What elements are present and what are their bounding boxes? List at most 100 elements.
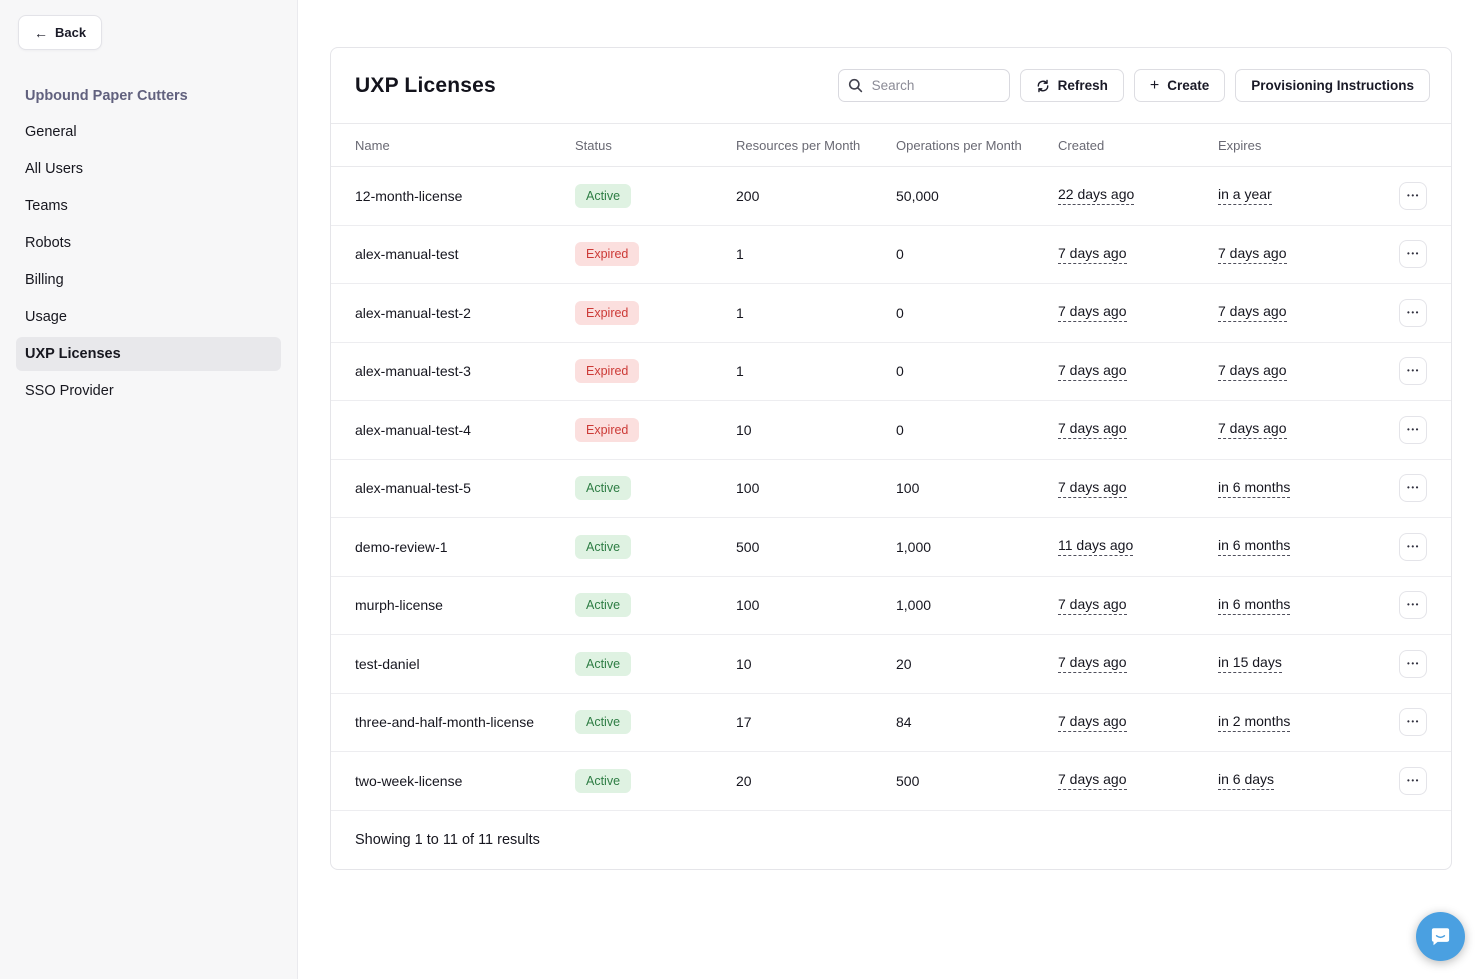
operations-value: 1,000: [896, 538, 932, 555]
operations-value: 20: [896, 655, 912, 672]
resources-value: 1: [736, 246, 744, 263]
licenses-card: UXP Licenses Refresh + Create: [330, 47, 1452, 870]
expires-value[interactable]: 7 days ago: [1218, 303, 1287, 323]
expires-value[interactable]: in 6 months: [1218, 596, 1291, 615]
row-actions-button[interactable]: •••: [1399, 181, 1427, 210]
sidebar-item-uxp-licenses[interactable]: UXP Licenses: [16, 337, 281, 371]
row-actions-button[interactable]: •••: [1399, 298, 1427, 327]
expires-value[interactable]: in 15 days: [1218, 654, 1282, 674]
license-name: two-week-license: [355, 772, 463, 789]
expires-value[interactable]: in 6 days: [1218, 771, 1275, 791]
expires-value[interactable]: 7 days ago: [1218, 245, 1287, 264]
operations-value: 0: [896, 363, 904, 380]
refresh-button[interactable]: Refresh: [1019, 69, 1124, 102]
created-value[interactable]: 7 days ago: [1058, 771, 1127, 791]
column-header-expires: Expires: [1218, 137, 1262, 153]
provisioning-instructions-button[interactable]: Provisioning Instructions: [1235, 69, 1430, 102]
search-icon: [848, 78, 862, 93]
operations-value: 50,000: [896, 187, 939, 204]
license-name: alex-manual-test-4: [355, 421, 471, 438]
row-actions-button[interactable]: •••: [1399, 649, 1427, 678]
chat-launcher-button[interactable]: [1416, 912, 1465, 961]
license-name: 12-month-license: [355, 187, 463, 204]
column-header-name: Name: [355, 137, 390, 153]
results-count-text: Showing 1 to 11 of 11 results: [355, 831, 540, 848]
created-value[interactable]: 7 days ago: [1058, 303, 1127, 323]
status-badge: Active: [575, 593, 632, 618]
license-name: test-daniel: [355, 655, 420, 672]
search-input[interactable]: [837, 69, 1010, 102]
sidebar-item-billing[interactable]: Billing: [25, 272, 64, 288]
created-value[interactable]: 11 days ago: [1058, 537, 1134, 557]
table-header-row: Name Status Resources per Month Operatio…: [331, 123, 1451, 167]
table-row: alex-manual-test-5 Active 100 100 7 days…: [331, 460, 1451, 518]
table-row: alex-manual-test-3 Expired 1 0 7 days ag…: [331, 343, 1451, 401]
license-name: alex-manual-test-5: [355, 480, 471, 497]
license-name: demo-review-1: [355, 538, 448, 555]
created-value[interactable]: 7 days ago: [1058, 713, 1127, 732]
table-footer: Showing 1 to 11 of 11 results: [331, 811, 1451, 869]
header-controls: Refresh + Create Provisioning Instructio…: [837, 69, 1430, 102]
status-badge: Expired: [575, 242, 640, 267]
expires-value[interactable]: in 6 months: [1218, 479, 1291, 498]
column-header-status: Status: [575, 137, 612, 153]
resources-value: 100: [736, 480, 760, 497]
page-title: UXP Licenses: [355, 73, 496, 97]
resources-value: 17: [736, 714, 752, 731]
sidebar-item-usage[interactable]: Usage: [25, 309, 67, 325]
operations-value: 500: [896, 772, 920, 789]
created-value[interactable]: 7 days ago: [1058, 654, 1127, 674]
row-actions-button[interactable]: •••: [1399, 708, 1427, 737]
created-value[interactable]: 7 days ago: [1058, 596, 1127, 615]
row-actions-button[interactable]: •••: [1399, 240, 1427, 269]
column-header-operations: Operations per Month: [896, 137, 1022, 153]
created-value[interactable]: 7 days ago: [1058, 420, 1127, 440]
status-badge: Active: [575, 534, 632, 559]
license-name: alex-manual-test-3: [355, 363, 471, 380]
sidebar-item-teams[interactable]: Teams: [25, 198, 68, 214]
created-value[interactable]: 22 days ago: [1058, 186, 1135, 206]
status-badge: Expired: [575, 359, 640, 384]
row-actions-button[interactable]: •••: [1399, 415, 1427, 444]
status-badge: Expired: [575, 300, 640, 325]
sidebar-item-general[interactable]: General: [25, 124, 77, 140]
created-value[interactable]: 7 days ago: [1058, 362, 1127, 381]
expires-value[interactable]: in a year: [1218, 186, 1272, 206]
row-actions-button[interactable]: •••: [1399, 474, 1427, 503]
row-actions-button[interactable]: •••: [1399, 766, 1427, 795]
refresh-icon: [1037, 79, 1049, 92]
row-actions-button[interactable]: •••: [1399, 357, 1427, 386]
back-arrow-icon: ←: [34, 24, 48, 41]
search-box: [837, 69, 1010, 102]
operations-value: 0: [896, 304, 904, 321]
row-actions-button[interactable]: •••: [1399, 532, 1427, 561]
provisioning-instructions-label: Provisioning Instructions: [1251, 78, 1414, 93]
license-name: murph-license: [355, 597, 443, 614]
back-button[interactable]: ← Back: [18, 15, 103, 50]
create-button[interactable]: + Create: [1133, 69, 1226, 102]
license-name: three-and-half-month-license: [355, 714, 534, 731]
expires-value[interactable]: 7 days ago: [1218, 420, 1287, 440]
created-value[interactable]: 7 days ago: [1058, 479, 1127, 498]
expires-value[interactable]: 7 days ago: [1218, 362, 1287, 381]
operations-value: 100: [896, 480, 920, 497]
row-actions-button[interactable]: •••: [1399, 591, 1427, 620]
sidebar-item-all-users[interactable]: All Users: [25, 161, 84, 177]
table-row: murph-license Active 100 1,000 7 days ag…: [331, 577, 1451, 635]
expires-value[interactable]: in 6 months: [1218, 537, 1291, 557]
table-row: demo-review-1 Active 500 1,000 11 days a…: [331, 518, 1451, 577]
operations-value: 0: [896, 421, 904, 438]
table-row: alex-manual-test Expired 1 0 7 days ago …: [331, 226, 1451, 284]
sidebar-item-robots[interactable]: Robots: [25, 235, 71, 251]
chat-bubble-icon: [1431, 928, 1450, 946]
card-header: UXP Licenses Refresh + Create: [331, 48, 1451, 123]
table-row: test-daniel Active 10 20 7 days ago in 1…: [331, 635, 1451, 694]
sidebar-item-sso-provider[interactable]: SSO Provider: [25, 383, 114, 399]
sidebar-nav: Upbound Paper Cutters General All Users …: [0, 80, 297, 408]
created-value[interactable]: 7 days ago: [1058, 245, 1127, 264]
column-header-created: Created: [1058, 137, 1105, 153]
operations-value: 1,000: [896, 597, 932, 614]
expires-value[interactable]: in 2 months: [1218, 713, 1291, 732]
operations-value: 84: [896, 714, 912, 731]
column-header-resources: Resources per Month: [736, 137, 861, 153]
